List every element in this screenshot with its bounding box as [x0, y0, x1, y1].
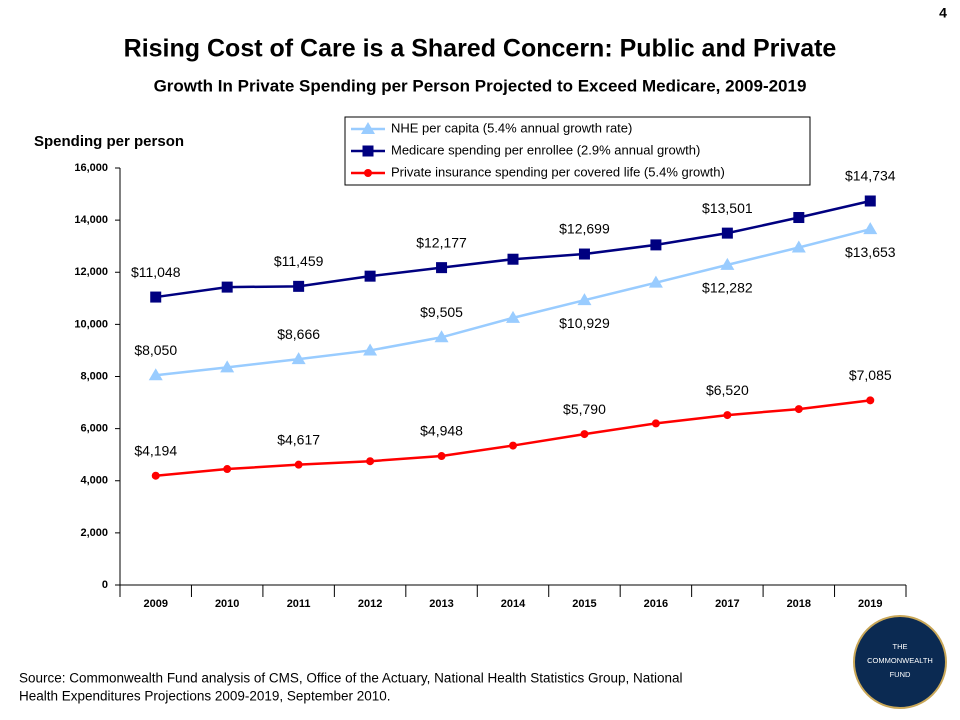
- marker: [221, 281, 233, 293]
- x-tick-label: 2014: [501, 598, 526, 610]
- marker: [794, 405, 803, 414]
- data-label: $13,501: [702, 200, 753, 216]
- data-label: $13,653: [845, 244, 896, 260]
- series-line: [155, 399, 871, 477]
- marker: [864, 195, 876, 207]
- data-label: $11,048: [131, 264, 181, 280]
- y-tick-label: 10,000: [74, 318, 108, 330]
- data-label: $5,790: [563, 401, 606, 417]
- x-tick-label: 2015: [572, 598, 596, 610]
- marker: [366, 457, 375, 466]
- marker: [509, 441, 517, 450]
- logo-text: THE: [893, 642, 908, 651]
- marker: [364, 270, 376, 282]
- x-tick-label: 2019: [858, 598, 882, 610]
- series-line: [155, 199, 871, 299]
- data-label: $10,929: [559, 315, 610, 331]
- source-line: Source: Commonwealth Fund analysis of CM…: [19, 671, 683, 686]
- legend-marker: [362, 145, 374, 157]
- y-tick-label: 4,000: [80, 475, 108, 487]
- marker: [223, 465, 232, 474]
- marker: [577, 293, 592, 306]
- marker: [437, 452, 446, 461]
- chart-subtitle: Growth In Private Spending per Person Pr…: [154, 76, 807, 95]
- marker: [651, 419, 660, 428]
- marker: [294, 460, 303, 469]
- data-label: $9,505: [420, 304, 463, 320]
- x-tick-label: 2009: [143, 598, 167, 610]
- x-tick-label: 2011: [287, 598, 311, 610]
- x-tick-label: 2012: [358, 598, 382, 610]
- y-tick-label: 12,000: [74, 266, 108, 278]
- data-label: $12,699: [559, 221, 610, 237]
- page-number: 4: [939, 5, 947, 21]
- logo-text: COMMONWEALTH: [867, 656, 933, 665]
- y-tick-label: 0: [102, 579, 108, 591]
- marker: [793, 212, 805, 224]
- y-axis-label: Spending per person: [34, 133, 184, 150]
- y-tick-label: 6,000: [80, 423, 108, 435]
- data-label: $8,050: [134, 342, 177, 358]
- marker: [507, 253, 519, 265]
- marker: [580, 430, 589, 439]
- data-label: $4,948: [420, 423, 463, 439]
- marker: [434, 330, 449, 343]
- x-tick-label: 2010: [215, 598, 239, 610]
- marker: [148, 368, 163, 381]
- series-line: [155, 227, 871, 377]
- logo: [853, 615, 947, 709]
- marker: [650, 239, 662, 251]
- marker: [293, 280, 305, 292]
- marker: [436, 262, 448, 274]
- marker: [291, 352, 306, 365]
- x-tick-label: 2018: [787, 598, 811, 610]
- marker: [506, 310, 520, 323]
- source-line: Health Expenditures Projections 2009-201…: [19, 689, 391, 704]
- legend-marker: [361, 122, 375, 134]
- data-label: $11,459: [274, 253, 324, 269]
- legend-box: [344, 116, 811, 186]
- marker: [866, 396, 875, 405]
- legend-label: Medicare spending per enrollee (2.9% ann…: [391, 142, 700, 157]
- y-tick-label: 14,000: [74, 214, 108, 226]
- legend-label: Private insurance spending per covered l…: [391, 164, 725, 179]
- logo-text: FUND: [890, 670, 911, 679]
- marker: [721, 227, 733, 239]
- y-tick-label: 16,000: [74, 162, 108, 174]
- data-label: $8,666: [277, 326, 320, 342]
- legend-label: NHE per capita (5.4% annual growth rate): [391, 120, 632, 135]
- marker: [220, 360, 235, 373]
- data-label: $14,734: [845, 168, 896, 184]
- marker: [791, 240, 806, 253]
- data-label: $7,085: [849, 367, 892, 383]
- x-tick-label: 2017: [715, 598, 739, 610]
- marker: [151, 471, 160, 480]
- data-label: $4,194: [134, 442, 177, 458]
- marker: [363, 343, 378, 356]
- x-tick-label: 2013: [429, 598, 453, 610]
- data-label: $6,520: [706, 382, 749, 398]
- x-tick-label: 2016: [644, 598, 668, 610]
- data-label: $12,177: [416, 234, 467, 250]
- marker: [720, 257, 735, 270]
- marker: [863, 222, 878, 235]
- y-tick-label: 2,000: [80, 527, 108, 539]
- marker: [723, 411, 732, 420]
- legend-marker: [364, 169, 372, 177]
- data-label: $12,282: [702, 280, 753, 296]
- y-tick-label: 8,000: [80, 370, 108, 382]
- marker: [578, 248, 590, 260]
- marker: [648, 275, 663, 288]
- marker: [150, 291, 162, 303]
- chart-title: Rising Cost of Care is a Shared Concern:…: [124, 35, 837, 63]
- data-label: $4,617: [277, 431, 320, 447]
